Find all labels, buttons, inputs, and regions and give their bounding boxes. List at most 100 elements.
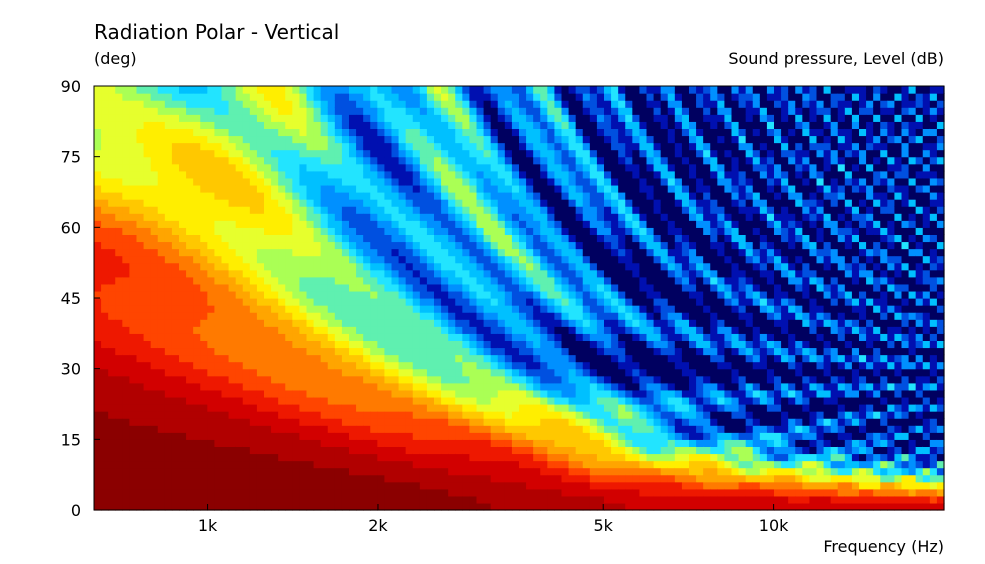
heatmap-cell xyxy=(207,262,216,271)
heatmap-cell xyxy=(604,453,612,462)
heatmap-cell xyxy=(299,255,308,264)
heatmap-cell xyxy=(639,319,648,327)
heatmap-cell xyxy=(242,474,251,483)
heatmap-cell xyxy=(214,107,223,115)
heatmap-cell xyxy=(660,340,669,349)
heatmap-cell xyxy=(384,107,393,115)
heatmap-cell xyxy=(264,86,272,94)
heatmap-cell xyxy=(157,347,166,356)
heatmap-cell xyxy=(249,340,258,349)
heatmap-cell xyxy=(618,368,626,377)
heatmap-cell xyxy=(242,453,251,462)
heatmap-cell xyxy=(646,375,655,384)
heatmap-cell xyxy=(455,495,463,504)
heatmap-cell xyxy=(455,199,463,207)
heatmap-cell xyxy=(632,227,641,235)
heatmap-cell xyxy=(582,220,591,228)
heatmap-cell xyxy=(157,206,166,214)
heatmap-cell xyxy=(129,199,138,207)
heatmap-cell xyxy=(589,481,598,490)
heatmap-cell xyxy=(596,439,605,447)
heatmap-cell xyxy=(94,481,102,490)
heatmap-cell xyxy=(540,404,548,412)
heatmap-cell xyxy=(476,305,485,313)
heatmap-cell xyxy=(228,432,237,440)
heatmap-cell xyxy=(469,488,478,497)
heatmap-cell xyxy=(448,156,456,165)
heatmap-cell xyxy=(370,128,378,137)
heatmap-cell xyxy=(377,347,386,356)
heatmap-cell xyxy=(391,404,400,412)
heatmap-cell xyxy=(150,86,159,94)
heatmap-cell xyxy=(604,354,612,363)
heatmap-cell xyxy=(632,396,641,405)
heatmap-cell xyxy=(235,177,244,186)
heatmap-cell xyxy=(497,86,506,94)
heatmap-cell xyxy=(341,100,350,108)
heatmap-cell xyxy=(653,142,662,151)
heatmap-cell xyxy=(441,255,449,264)
heatmap-cell xyxy=(391,418,400,426)
heatmap-cell xyxy=(143,396,152,405)
heatmap-cell xyxy=(150,354,159,363)
heatmap-cell xyxy=(611,298,619,306)
heatmap-cell xyxy=(575,418,584,426)
heatmap-cell xyxy=(625,481,633,490)
heatmap-cell xyxy=(540,227,548,235)
heatmap-cell xyxy=(122,488,131,497)
heatmap-cell xyxy=(674,121,683,129)
heatmap-cell xyxy=(490,340,499,349)
heatmap-cell xyxy=(646,135,655,144)
heatmap-cell xyxy=(193,163,201,172)
heatmap-cell xyxy=(221,418,230,426)
heatmap-cell xyxy=(370,163,378,172)
heatmap-cell xyxy=(136,425,145,433)
heatmap-cell xyxy=(157,227,166,235)
heatmap-cell xyxy=(171,375,180,384)
heatmap-cell xyxy=(256,298,265,306)
heatmap-cell xyxy=(249,396,258,405)
heatmap-cell xyxy=(171,93,180,101)
heatmap-cell xyxy=(164,453,173,462)
heatmap-cell xyxy=(150,177,159,186)
heatmap-cell xyxy=(462,107,471,115)
heatmap-cell xyxy=(108,389,116,398)
heatmap-cell xyxy=(589,163,598,172)
heatmap-cell xyxy=(363,262,371,271)
heatmap-cell xyxy=(434,474,442,483)
heatmap-cell xyxy=(327,227,336,235)
heatmap-cell xyxy=(526,495,534,504)
heatmap-cell xyxy=(426,177,435,186)
heatmap-cell xyxy=(264,163,272,172)
heatmap-cell xyxy=(228,163,237,172)
heatmap-cell xyxy=(497,255,506,264)
heatmap-cell xyxy=(674,248,683,257)
heatmap-cell xyxy=(434,333,442,341)
heatmap-cell xyxy=(363,481,371,490)
heatmap-cell xyxy=(568,262,577,271)
heatmap-cell xyxy=(448,184,456,193)
heatmap-cell xyxy=(292,298,301,306)
heatmap-cell xyxy=(476,192,485,200)
heatmap-cell xyxy=(497,262,506,271)
heatmap-cell xyxy=(540,86,548,94)
heatmap-cell xyxy=(363,396,371,405)
heatmap-cell xyxy=(426,354,435,363)
heatmap-cell xyxy=(341,361,350,370)
heatmap-cell xyxy=(540,199,548,207)
heatmap-cell xyxy=(129,121,138,129)
heatmap-cell xyxy=(256,86,265,94)
heatmap-cell xyxy=(186,170,194,179)
heatmap-cell xyxy=(639,488,648,497)
heatmap-cell xyxy=(582,156,591,165)
heatmap-cell xyxy=(256,495,265,504)
heatmap-cell xyxy=(674,481,683,490)
heatmap-cell xyxy=(136,149,145,158)
heatmap-cell xyxy=(377,86,386,94)
heatmap-cell xyxy=(94,411,102,419)
heatmap-cell xyxy=(186,206,194,214)
heatmap-cell xyxy=(497,276,506,285)
heatmap-cell xyxy=(434,389,442,398)
heatmap-cell xyxy=(164,326,173,334)
heatmap-cell xyxy=(327,396,336,405)
